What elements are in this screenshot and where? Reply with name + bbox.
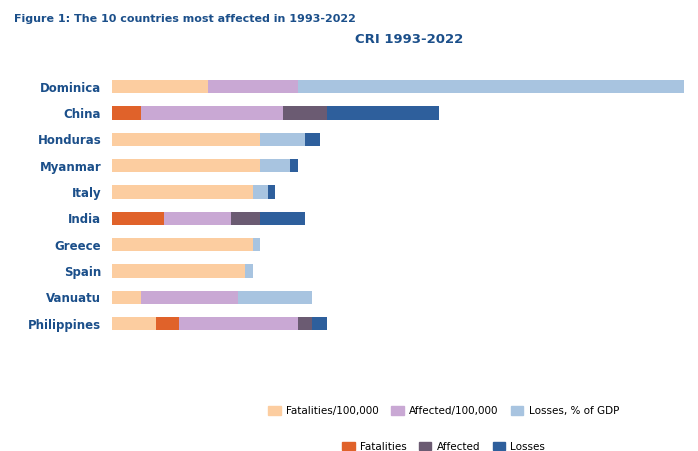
Bar bbox=[112, 159, 260, 172]
Text: CRI 1993-2022: CRI 1993-2022 bbox=[355, 32, 463, 46]
Bar bbox=[253, 185, 268, 198]
Bar bbox=[297, 317, 313, 330]
Bar bbox=[112, 238, 253, 251]
Bar bbox=[112, 291, 142, 304]
Bar bbox=[112, 133, 260, 146]
Bar bbox=[305, 133, 320, 146]
Bar bbox=[283, 106, 327, 120]
Bar bbox=[112, 264, 246, 278]
Bar bbox=[327, 106, 439, 120]
Bar bbox=[268, 185, 275, 198]
Bar bbox=[260, 159, 290, 172]
Bar bbox=[246, 264, 253, 278]
Bar bbox=[238, 291, 313, 304]
Bar bbox=[260, 212, 305, 225]
Bar bbox=[112, 185, 253, 198]
Legend: Fatalities, Affected, Losses: Fatalities, Affected, Losses bbox=[338, 437, 549, 451]
Bar bbox=[208, 80, 297, 93]
Bar bbox=[112, 212, 164, 225]
Bar bbox=[112, 317, 156, 330]
Bar bbox=[156, 317, 179, 330]
Bar bbox=[142, 106, 283, 120]
Bar bbox=[253, 238, 260, 251]
Bar bbox=[290, 159, 297, 172]
Bar bbox=[297, 80, 684, 93]
Text: Figure 1: The 10 countries most affected in 1993-2022: Figure 1: The 10 countries most affected… bbox=[14, 14, 356, 23]
Bar bbox=[260, 133, 305, 146]
Bar bbox=[313, 317, 327, 330]
Bar bbox=[112, 80, 208, 93]
Bar bbox=[142, 291, 238, 304]
Bar bbox=[230, 212, 260, 225]
Bar bbox=[179, 317, 297, 330]
Bar bbox=[164, 212, 230, 225]
Bar bbox=[112, 106, 142, 120]
